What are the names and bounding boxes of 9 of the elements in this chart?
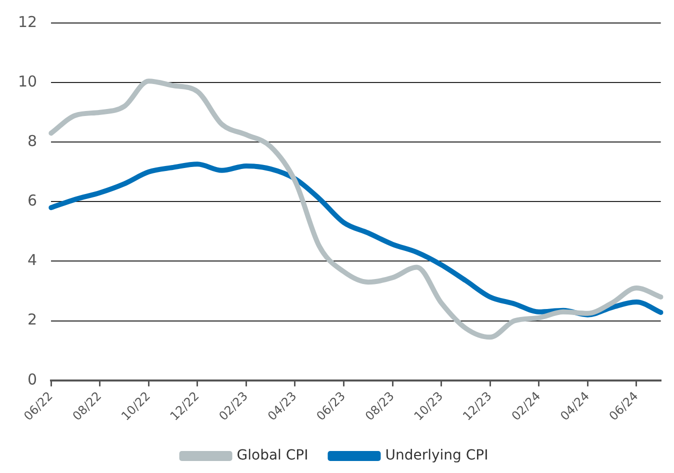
legend-label: Global CPI xyxy=(236,448,308,464)
y-tick-label: 12 xyxy=(18,12,38,31)
y-tick-label: 8 xyxy=(28,132,38,150)
y-tick-label: 2 xyxy=(28,310,38,329)
y-tick-label: 10 xyxy=(18,72,38,90)
y-tick-label: 4 xyxy=(28,251,38,270)
legend-label: Underlying CPI xyxy=(385,448,488,464)
y-tick-label: 0 xyxy=(28,370,38,388)
y-tick-label: 6 xyxy=(28,192,38,210)
